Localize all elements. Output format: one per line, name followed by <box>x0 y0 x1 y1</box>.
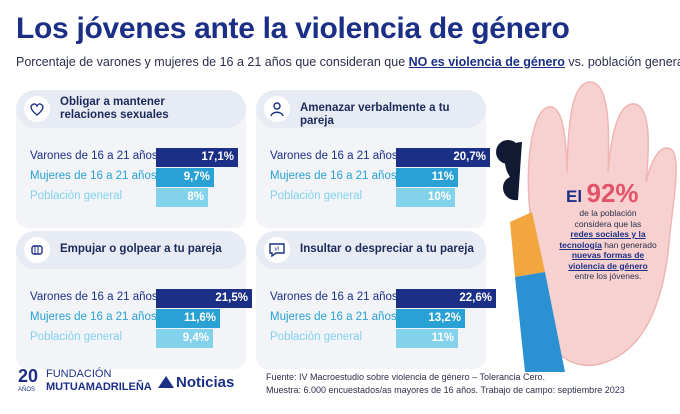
speech-bubble-icon: #! <box>264 237 290 263</box>
bar-value-label: 9,7% <box>183 171 210 183</box>
noticias-logo-text: Noticias <box>176 374 235 391</box>
panel-amenazar: Amenazar verbalmente a tu pareja Varones… <box>256 90 490 230</box>
subtitle-post: vs. población general <box>564 55 680 69</box>
category-label: Varones de 16 a 21 años <box>30 150 158 162</box>
page-subtitle: Porcentaje de varones y mujeres de 16 a … <box>16 55 680 69</box>
sample-note: Muestra: 6.000 encuestados/as mayores de… <box>266 385 625 395</box>
panel-insultar: #! Insultar o despreciar a tu pareja Var… <box>256 231 496 371</box>
stat-line6: violencia de género <box>548 261 668 272</box>
subtitle-highlight: NO es violencia de género <box>408 55 565 69</box>
logo-line2: MUTUAMADRILEÑA <box>46 381 152 393</box>
logo-years-word: AÑOS <box>18 387 36 393</box>
stat-number: 92% <box>586 178 639 208</box>
category-label: Mujeres de 16 a 21 años <box>270 311 397 323</box>
category-label: Población general <box>30 190 123 202</box>
category-label: Población general <box>270 190 363 202</box>
logo-years: 20 <box>18 366 39 386</box>
bar-value-label: 13,2% <box>428 312 461 324</box>
bar-mujeres: 11,6% <box>156 309 220 328</box>
bar-mujeres: 11% <box>396 168 458 187</box>
heart-hand-icon <box>24 96 50 122</box>
category-label: Mujeres de 16 a 21 años <box>30 311 157 323</box>
panel-empujar: Empujar o golpear a tu pareja Varones de… <box>16 231 252 371</box>
panel-title-line1: Obligar a mantener <box>60 96 165 108</box>
panel-title: Insultar o despreciar a tu pareja <box>300 243 474 255</box>
megaphone-person-icon <box>264 96 290 122</box>
stat-bold4: violencia de género <box>568 260 648 271</box>
page-title: Los jóvenes ante la violencia de género <box>16 12 570 45</box>
bar-varones: 22,6% <box>396 289 496 308</box>
bar-poblacion: 10% <box>396 188 455 207</box>
bar-value-label: 11% <box>431 171 454 183</box>
bar-value-label: 21,5% <box>215 292 248 304</box>
panel-header: Obligar a mantener relaciones sexuales <box>16 90 246 128</box>
category-label: Varones de 16 a 21 años <box>270 150 398 162</box>
bar-value-label: 17,1% <box>201 151 234 163</box>
noticias-logo-icon <box>158 376 174 388</box>
bar-value-label: 9,4% <box>182 332 209 344</box>
stat-pre: El <box>566 187 583 206</box>
stat-headline: El 92% <box>566 178 639 209</box>
source-note: Fuente: IV Macroestudio sobre violencia … <box>266 372 545 382</box>
panel-obligar: Obligar a mantener relaciones sexuales V… <box>16 90 246 230</box>
fist-icon <box>24 237 50 263</box>
category-label: Varones de 16 a 21 años <box>270 291 398 303</box>
hand-illustration <box>496 81 677 372</box>
panel-title: Amenazar verbalmente a tu pareja <box>300 102 450 127</box>
category-label: Mujeres de 16 a 21 años <box>270 170 397 182</box>
bar-value-label: 11,6% <box>184 312 216 324</box>
bar-varones: 17,1% <box>156 148 238 167</box>
bar-mujeres: 9,7% <box>156 168 214 187</box>
stat-line7: entre los jóvenes. <box>574 271 642 281</box>
bar-value-label: 10% <box>427 191 451 203</box>
bar-mujeres: 13,2% <box>396 309 465 328</box>
panel-title: Empujar o golpear a tu pareja <box>60 243 222 255</box>
noticias-logo: Noticias <box>158 374 234 391</box>
bar-value-label: 11% <box>431 332 454 344</box>
bar-value-label: 20,7% <box>453 151 486 163</box>
category-label: Varones de 16 a 21 años <box>30 291 158 303</box>
stat-bold3: nuevas formas de <box>571 250 645 260</box>
subtitle-pre: Porcentaje de varones y mujeres de 16 a … <box>16 55 409 69</box>
bar-poblacion: 11% <box>396 329 458 348</box>
stat-line3: redes sociales y la <box>548 229 668 240</box>
stat-line5: nuevas formas de <box>548 250 668 261</box>
panel-header: Amenazar verbalmente a tu pareja <box>256 90 486 128</box>
bar-varones: 20,7% <box>396 148 490 167</box>
bar-poblacion: 9,4% <box>156 329 213 348</box>
panel-title-line2: relaciones sexuales <box>60 109 169 121</box>
logo-line1: FUNDACIÓN <box>46 368 112 380</box>
stat-mid: han generado <box>601 239 657 250</box>
bar-varones: 21,5% <box>156 289 252 308</box>
stat-line4: tecnología han generado <box>548 240 668 251</box>
svg-text:#!: #! <box>274 247 279 253</box>
bar-value-label: 8% <box>187 191 204 203</box>
bar-poblacion: 8% <box>156 188 208 207</box>
stat-bold1: redes sociales y la <box>570 229 646 239</box>
stat-line2: considera que las <box>574 218 642 229</box>
stat-text: de la población considera que las redes … <box>548 208 668 282</box>
stat-line1: de la población <box>579 208 637 218</box>
panel-header: Empujar o golpear a tu pareja <box>16 231 246 269</box>
category-label: Mujeres de 16 a 21 años <box>30 170 157 182</box>
stat-bold2: tecnología <box>559 239 602 250</box>
category-label: Población general <box>270 331 363 343</box>
category-label: Población general <box>30 331 123 343</box>
bar-value-label: 22,6% <box>459 292 492 304</box>
panel-title: Obligar a mantener relaciones sexuales <box>60 96 169 122</box>
panel-header: #! Insultar o despreciar a tu pareja <box>256 231 486 269</box>
